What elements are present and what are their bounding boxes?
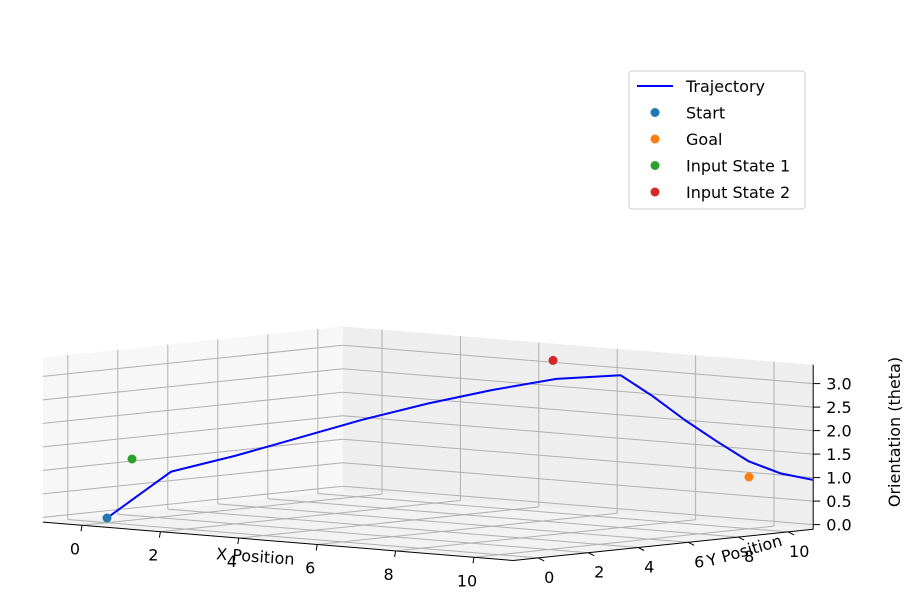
z-tick-label: 0.5 <box>826 492 851 511</box>
z-tick-label: 2.0 <box>826 422 851 441</box>
axes-panes <box>42 326 814 561</box>
grid-line-z-back <box>342 462 814 502</box>
input-state-2-point <box>548 355 558 365</box>
trajectory-legend-label: Trajectory <box>685 77 765 96</box>
grid-line-y-floor <box>67 519 539 559</box>
grid-line-y-floor <box>117 513 589 554</box>
x-tick-label: 8 <box>384 565 394 584</box>
y-tick <box>687 541 695 546</box>
x-tick <box>472 557 475 564</box>
floor-pane <box>42 490 814 561</box>
y-tick <box>587 552 595 557</box>
grid-line-x-floor <box>238 506 539 539</box>
grid-line-z-side <box>42 415 343 448</box>
grid-lines <box>42 329 814 559</box>
z-tick-label: 1.5 <box>826 445 851 464</box>
input-state-2-legend-label: Input State 2 <box>686 183 790 202</box>
x-tick <box>394 550 397 557</box>
y-tick <box>537 557 545 562</box>
x-tick-label: 2 <box>148 546 158 565</box>
grid-line-x-floor <box>317 512 618 545</box>
plot-data <box>102 355 814 523</box>
z-tick-label: 1.0 <box>826 469 851 488</box>
y-tick-label: 2 <box>594 563 604 582</box>
z-tick-label: 3.0 <box>826 375 851 394</box>
x-tick-label: 6 <box>305 559 315 578</box>
grid-line-y-floor <box>167 508 639 548</box>
grid-line-y-floor <box>317 493 789 533</box>
y-axis-line <box>513 528 814 561</box>
x-tick <box>237 538 240 545</box>
grid-line-z-back <box>342 438 814 479</box>
x-tick-label: 4 <box>227 552 237 571</box>
z-axis-label: Orientation (theta) <box>885 357 904 507</box>
x-tick <box>158 531 161 538</box>
grid-line-z-back <box>342 368 814 408</box>
input-state-1-legend-label: Input State 1 <box>686 157 790 176</box>
grid-line-z-side <box>42 462 343 495</box>
grid-line-x-floor <box>473 525 775 558</box>
grid-line-z-side <box>42 485 343 518</box>
y-tick-label: 4 <box>644 558 654 577</box>
y-tick-label: 10 <box>789 542 809 561</box>
y-tick <box>787 531 795 536</box>
goal-point <box>744 472 754 482</box>
x-tick <box>315 544 318 551</box>
legend: Trajectory Start Goal Input State 1 Input St… <box>628 70 806 210</box>
grid-line-z-side <box>42 391 343 424</box>
x-tick-label: 0 <box>70 539 80 558</box>
grid-line-z-side <box>42 438 343 471</box>
grid-line-z-back <box>342 415 814 455</box>
grid-line-z-back <box>342 391 814 432</box>
z-tick-label: 0.0 <box>826 516 851 535</box>
y-tick-label: 0 <box>544 568 554 587</box>
axis-lines <box>42 364 814 561</box>
grid-line-z-back <box>342 344 814 385</box>
goal-legend-label: Goal <box>686 130 722 149</box>
start-point <box>102 513 112 523</box>
trajectory-line <box>106 374 814 519</box>
tick-marks: 0 2 4 6 8 10 0 2 4 6 8 10 0.0 0.5 1.0 1.5 2.0 2.5 3.0 <box>70 375 852 591</box>
legend-box <box>628 70 806 210</box>
start-legend-marker <box>650 108 660 117</box>
x-tick <box>80 525 83 532</box>
y-tick-label: 8 <box>744 547 754 566</box>
grid-line-z-back <box>342 485 814 526</box>
input-state-1-legend-marker <box>650 161 660 170</box>
grid-line-y-floor <box>217 503 689 543</box>
z-tick-label: 2.5 <box>826 398 851 417</box>
grid-line-z-side <box>42 368 343 401</box>
grid-line-z-side <box>42 344 343 377</box>
input-state-1-point <box>127 454 137 464</box>
start-legend-label: Start <box>686 104 725 123</box>
y-tick-label: 6 <box>694 552 704 571</box>
grid-line-y-floor <box>267 498 739 538</box>
grid-line-x-floor <box>81 493 383 526</box>
y-tick <box>737 536 745 541</box>
goal-legend-marker <box>650 134 660 144</box>
side-pane <box>42 326 343 523</box>
y-tick <box>637 547 645 551</box>
x-tick-label: 10 <box>457 571 477 590</box>
x-axis-line <box>42 521 514 561</box>
input-state-2-legend-marker <box>650 187 660 197</box>
grid-line-x-floor <box>160 500 461 533</box>
grid-line-x-floor <box>395 519 696 552</box>
